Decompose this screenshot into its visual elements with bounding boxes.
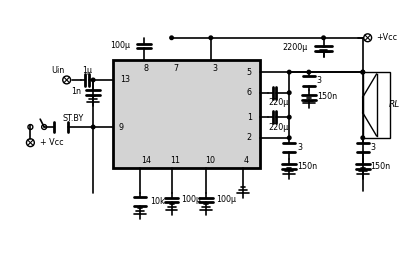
Text: 220µ: 220µ bbox=[268, 122, 288, 132]
Circle shape bbox=[288, 91, 291, 94]
Text: 100µ: 100µ bbox=[181, 195, 201, 204]
Text: 150n: 150n bbox=[317, 92, 337, 101]
Circle shape bbox=[288, 115, 291, 119]
Circle shape bbox=[361, 136, 364, 139]
Text: 8: 8 bbox=[144, 64, 148, 73]
Text: 220µ: 220µ bbox=[268, 98, 288, 107]
Text: 7: 7 bbox=[173, 64, 178, 73]
Text: 100µ: 100µ bbox=[110, 41, 130, 50]
Text: + Vcc: + Vcc bbox=[40, 138, 64, 147]
Text: 2: 2 bbox=[247, 133, 252, 142]
Text: 3: 3 bbox=[317, 76, 322, 85]
Text: 10k: 10k bbox=[150, 197, 165, 206]
Text: 1: 1 bbox=[247, 113, 252, 122]
Text: 11: 11 bbox=[170, 156, 180, 165]
Circle shape bbox=[361, 70, 364, 74]
Bar bbox=[363, 72, 390, 138]
Circle shape bbox=[288, 70, 291, 74]
Text: 150n: 150n bbox=[297, 162, 317, 171]
Text: 6: 6 bbox=[247, 88, 252, 97]
Text: RL: RL bbox=[388, 100, 400, 109]
Circle shape bbox=[307, 70, 311, 74]
Text: 100µ: 100µ bbox=[216, 195, 236, 204]
Circle shape bbox=[322, 36, 325, 40]
Text: 4: 4 bbox=[244, 156, 249, 165]
Circle shape bbox=[170, 36, 173, 40]
Text: 3: 3 bbox=[212, 64, 217, 73]
Text: 5: 5 bbox=[247, 68, 252, 77]
Text: 1n: 1n bbox=[71, 87, 81, 96]
Text: 2200µ: 2200µ bbox=[283, 43, 308, 52]
Text: 1µ: 1µ bbox=[82, 66, 92, 75]
Text: 150n: 150n bbox=[371, 162, 391, 171]
Text: 3: 3 bbox=[371, 143, 376, 152]
Text: ST.BY: ST.BY bbox=[63, 114, 84, 123]
Circle shape bbox=[91, 78, 95, 82]
Bar bbox=[113, 60, 260, 168]
Circle shape bbox=[91, 125, 95, 129]
Text: +Vcc: +Vcc bbox=[376, 33, 398, 42]
Circle shape bbox=[288, 136, 291, 139]
Text: 13: 13 bbox=[120, 75, 130, 84]
Text: 3: 3 bbox=[297, 143, 302, 152]
Circle shape bbox=[361, 70, 364, 74]
Text: 10: 10 bbox=[205, 156, 215, 165]
Text: 14: 14 bbox=[141, 156, 151, 165]
Text: 9: 9 bbox=[119, 122, 124, 132]
Circle shape bbox=[209, 36, 212, 40]
Text: Uin: Uin bbox=[51, 66, 64, 75]
